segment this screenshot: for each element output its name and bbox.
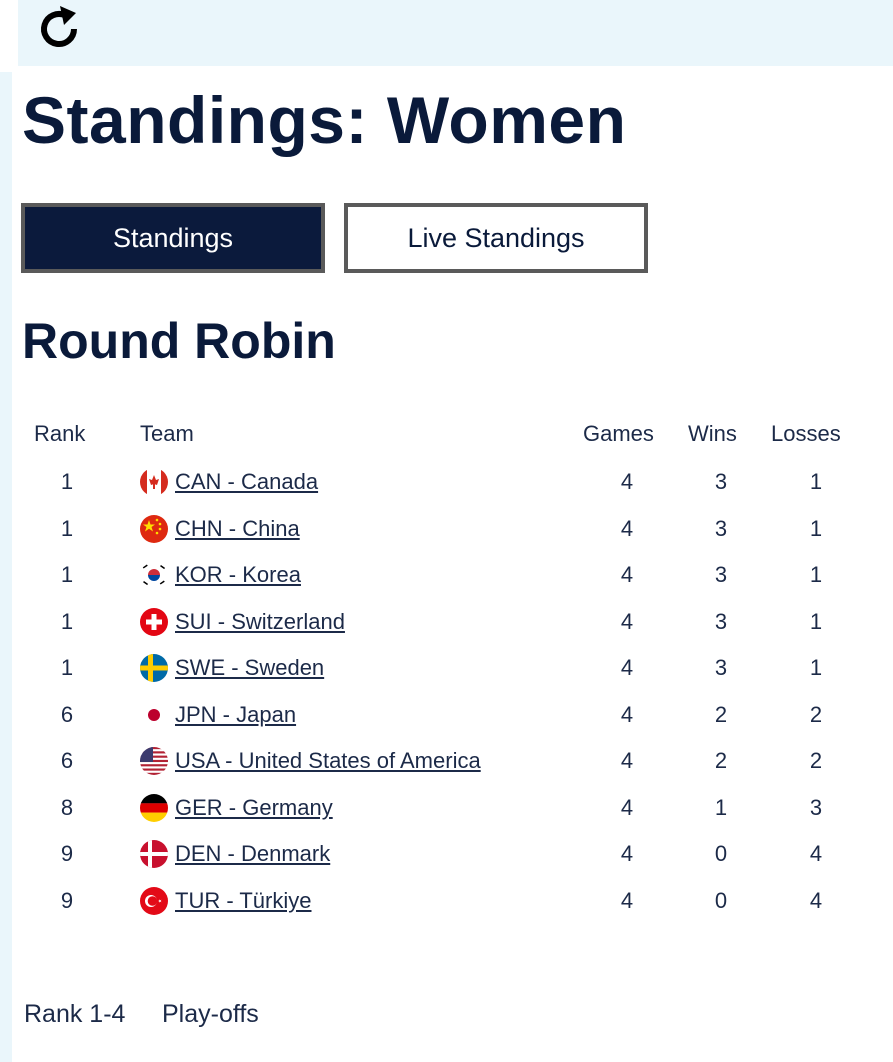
- table-row: 8 GER - Germany 4 1 3: [0, 793, 893, 839]
- germany-flag-icon: [140, 794, 168, 822]
- page-title: Standings: Women: [22, 83, 627, 157]
- wins-cell: 3: [714, 562, 728, 587]
- games-cell: 4: [620, 609, 634, 634]
- turkey-flag-icon: [140, 887, 168, 915]
- games-cell: 4: [620, 702, 634, 727]
- rank-cell: 6: [60, 748, 74, 773]
- header-rank: Rank: [34, 421, 86, 446]
- rank-cell: 8: [60, 795, 74, 820]
- footer-link-play-offs[interactable]: Play-offs: [162, 1000, 259, 1028]
- team-link[interactable]: SWE - Sweden: [175, 655, 325, 680]
- table-row: 6 USA - United States of America 4 2 2: [0, 746, 893, 792]
- rank-cell: 9: [60, 841, 74, 866]
- team-link[interactable]: TUR - Türkiye: [175, 888, 312, 913]
- canada-flag-icon: [140, 468, 168, 496]
- rank-cell: 1: [60, 469, 74, 494]
- tab-live-standings[interactable]: Live Standings: [344, 203, 648, 273]
- games-cell: 4: [620, 655, 634, 680]
- header-wins: Wins: [688, 421, 737, 446]
- table-row: 1 CAN - Canada 4 3 1: [0, 467, 893, 513]
- team-link[interactable]: KOR - Korea: [175, 562, 301, 587]
- switzerland-flag-icon: [140, 608, 168, 636]
- table-row: 1 KOR - Korea 4 3 1: [0, 560, 893, 606]
- wins-cell: 2: [714, 748, 728, 773]
- wins-cell: 3: [714, 516, 728, 541]
- team-link[interactable]: CHN - China: [175, 516, 300, 541]
- losses-cell: 1: [809, 655, 823, 680]
- top-toolbar: [18, 0, 893, 66]
- losses-cell: 4: [809, 841, 823, 866]
- team-link[interactable]: DEN - Denmark: [175, 841, 331, 866]
- korea-flag-icon: [140, 561, 168, 589]
- losses-cell: 4: [809, 888, 823, 913]
- games-cell: 4: [620, 562, 634, 587]
- losses-cell: 1: [809, 469, 823, 494]
- table-row: 9 DEN - Denmark 4 0 4: [0, 839, 893, 885]
- games-cell: 4: [620, 748, 634, 773]
- tab-standings[interactable]: Standings: [21, 203, 325, 273]
- china-flag-icon: [140, 515, 168, 543]
- losses-cell: 2: [809, 748, 823, 773]
- rank-cell: 9: [60, 888, 74, 913]
- sweden-flag-icon: [140, 654, 168, 682]
- wins-cell: 3: [714, 655, 728, 680]
- table-row: 1 SWE - Sweden 4 3 1: [0, 653, 893, 699]
- rank-cell: 1: [60, 655, 74, 680]
- wins-cell: 0: [714, 888, 728, 913]
- wins-cell: 1: [714, 795, 728, 820]
- rank-cell: 6: [60, 702, 74, 727]
- games-cell: 4: [620, 795, 634, 820]
- wins-cell: 0: [714, 841, 728, 866]
- wins-cell: 2: [714, 702, 728, 727]
- denmark-flag-icon: [140, 840, 168, 868]
- losses-cell: 2: [809, 702, 823, 727]
- left-rail: [0, 0, 12, 1062]
- team-link[interactable]: JPN - Japan: [175, 702, 297, 727]
- team-link[interactable]: USA - United States of America: [175, 748, 481, 773]
- losses-cell: 3: [809, 795, 823, 820]
- team-link[interactable]: SUI - Switzerland: [175, 609, 345, 634]
- japan-flag-icon: [140, 701, 168, 729]
- table-row: 1 SUI - Switzerland 4 3 1: [0, 607, 893, 653]
- rank-cell: 1: [60, 516, 74, 541]
- header-team: Team: [140, 421, 194, 446]
- header-losses: Losses: [771, 421, 841, 446]
- team-link[interactable]: CAN - Canada: [175, 469, 319, 494]
- games-cell: 4: [620, 516, 634, 541]
- games-cell: 4: [620, 469, 634, 494]
- losses-cell: 1: [809, 562, 823, 587]
- losses-cell: 1: [809, 609, 823, 634]
- refresh-icon[interactable]: [34, 4, 84, 54]
- team-link[interactable]: GER - Germany: [175, 795, 333, 820]
- rank-cell: 1: [60, 562, 74, 587]
- header-games: Games: [583, 421, 654, 446]
- wins-cell: 3: [714, 609, 728, 634]
- usa-flag-icon: [140, 747, 168, 775]
- table-row: 1 CHN - China 4 3 1: [0, 514, 893, 560]
- games-cell: 4: [620, 841, 634, 866]
- section-title: Round Robin: [22, 313, 336, 369]
- wins-cell: 3: [714, 469, 728, 494]
- footer-link-rank-1-4[interactable]: Rank 1-4: [24, 1000, 126, 1028]
- games-cell: 4: [620, 888, 634, 913]
- rank-cell: 1: [60, 609, 74, 634]
- losses-cell: 1: [809, 516, 823, 541]
- table-row: 9 TUR - Türkiye 4 0 4: [0, 886, 893, 932]
- table-row: 6 JPN - Japan 4 2 2: [0, 700, 893, 746]
